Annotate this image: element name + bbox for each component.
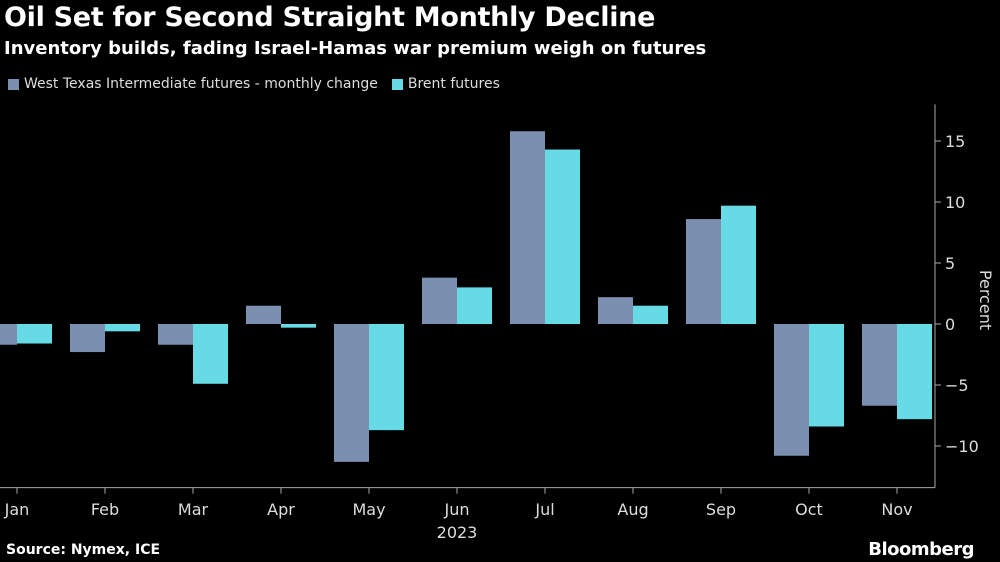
x-tick-label: Oct: [795, 500, 823, 519]
bar-brent-sep: [721, 205, 756, 324]
bar-wti-jan: [0, 324, 17, 345]
x-tick-label: Sep: [706, 500, 736, 519]
x-tick-label: Mar: [178, 500, 209, 519]
bar-brent-mar: [193, 324, 228, 384]
y-tick-label: 5: [945, 254, 955, 273]
legend-item-brent: Brent futures: [391, 76, 500, 92]
chart-subtitle: Inventory builds, fading Israel-Hamas wa…: [4, 38, 707, 59]
bar-wti-apr: [246, 305, 281, 324]
bar-brent-jul: [545, 149, 580, 324]
bar-brent-jan: [17, 324, 52, 344]
bar-brent-may: [369, 324, 404, 431]
bar-wti-mar: [158, 324, 193, 345]
bar-brent-nov: [897, 324, 932, 420]
legend-label-brent: Brent futures: [407, 76, 500, 92]
legend-swatch-brent: [391, 78, 403, 90]
bar-brent-feb: [105, 324, 140, 332]
x-tick-label: Feb: [91, 500, 119, 519]
x-tick-label: Apr: [267, 500, 295, 519]
bar-wti-jun: [422, 277, 457, 324]
legend: West Texas Intermediate futures - monthl…: [8, 76, 500, 92]
source-note: Source: Nymex, ICE: [6, 542, 161, 558]
bar-wti-aug: [598, 297, 633, 324]
bar-brent-aug: [633, 305, 668, 324]
bar-wti-oct: [774, 324, 809, 456]
y-axis-label: Percent: [976, 270, 995, 330]
bar-wti-sep: [686, 219, 721, 324]
x-tick-label: Jul: [534, 500, 554, 519]
x-axis-label: 2023: [437, 523, 478, 542]
legend-item-wti: West Texas Intermediate futures - monthl…: [8, 76, 378, 92]
x-tick-label: May: [352, 500, 385, 519]
legend-label-wti: West Texas Intermediate futures - monthl…: [24, 76, 378, 92]
chart-title: Oil Set for Second Straight Monthly Decl…: [4, 2, 656, 33]
y-tick-label: 10: [945, 193, 965, 212]
bar-wti-feb: [70, 324, 105, 353]
y-tick-label: −5: [945, 376, 969, 395]
x-tick-label: Aug: [617, 500, 648, 519]
bar-brent-oct: [809, 324, 844, 427]
x-tick-label: Jun: [444, 500, 470, 519]
bar-wti-nov: [862, 324, 897, 406]
bar-brent-apr: [281, 324, 316, 328]
bar-brent-jun: [457, 287, 492, 324]
x-tick-label: Nov: [881, 500, 912, 519]
y-tick-label: 0: [945, 315, 955, 334]
bloomberg-logo: Bloomberg: [868, 539, 974, 560]
bar-wti-may: [334, 324, 369, 462]
legend-swatch-wti: [8, 78, 19, 90]
x-tick-label: Jan: [4, 500, 30, 519]
bar-wti-jul: [510, 131, 545, 324]
y-tick-label: 15: [945, 132, 965, 151]
y-tick-label: −10: [945, 437, 979, 456]
